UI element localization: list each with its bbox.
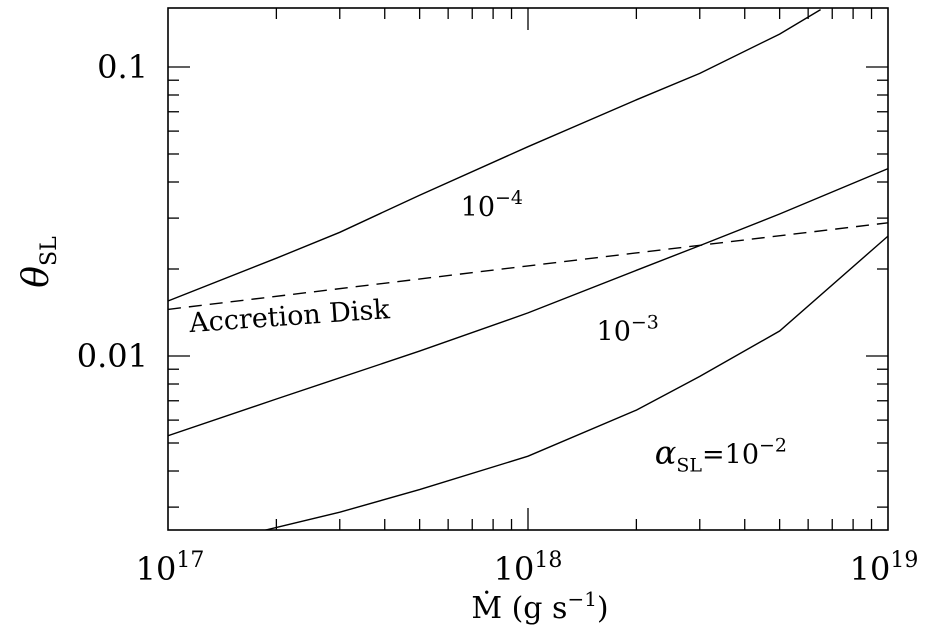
series-label-0: 10−4: [461, 187, 523, 223]
y-tick-label: 0.1: [97, 48, 148, 86]
axis-ticks: [168, 8, 888, 530]
series-label-3: Accretion Disk: [187, 294, 391, 339]
y-axis-label: θSL: [16, 236, 62, 288]
series-line-2: [262, 235, 888, 530]
data-curves: [168, 8, 888, 530]
chart-labels: 1017 1018 1019 0.1 0.01 Ṁ (g s−1) θSL 10−4 10−3 α…: [16, 48, 918, 626]
y-tick-label: 0.01: [77, 337, 148, 375]
series-line-3: [168, 222, 888, 311]
series-line-0: [168, 8, 821, 302]
x-tick-label: 1018: [494, 548, 563, 588]
x-tick-label: 1017: [136, 548, 205, 588]
series-label-2: αSL=10−2: [655, 433, 787, 476]
series-line-1: [168, 167, 888, 437]
x-axis-label: Ṁ (g s−1): [471, 587, 608, 626]
series-label-1: 10−3: [597, 312, 659, 348]
x-tick-label: 1019: [850, 548, 919, 588]
